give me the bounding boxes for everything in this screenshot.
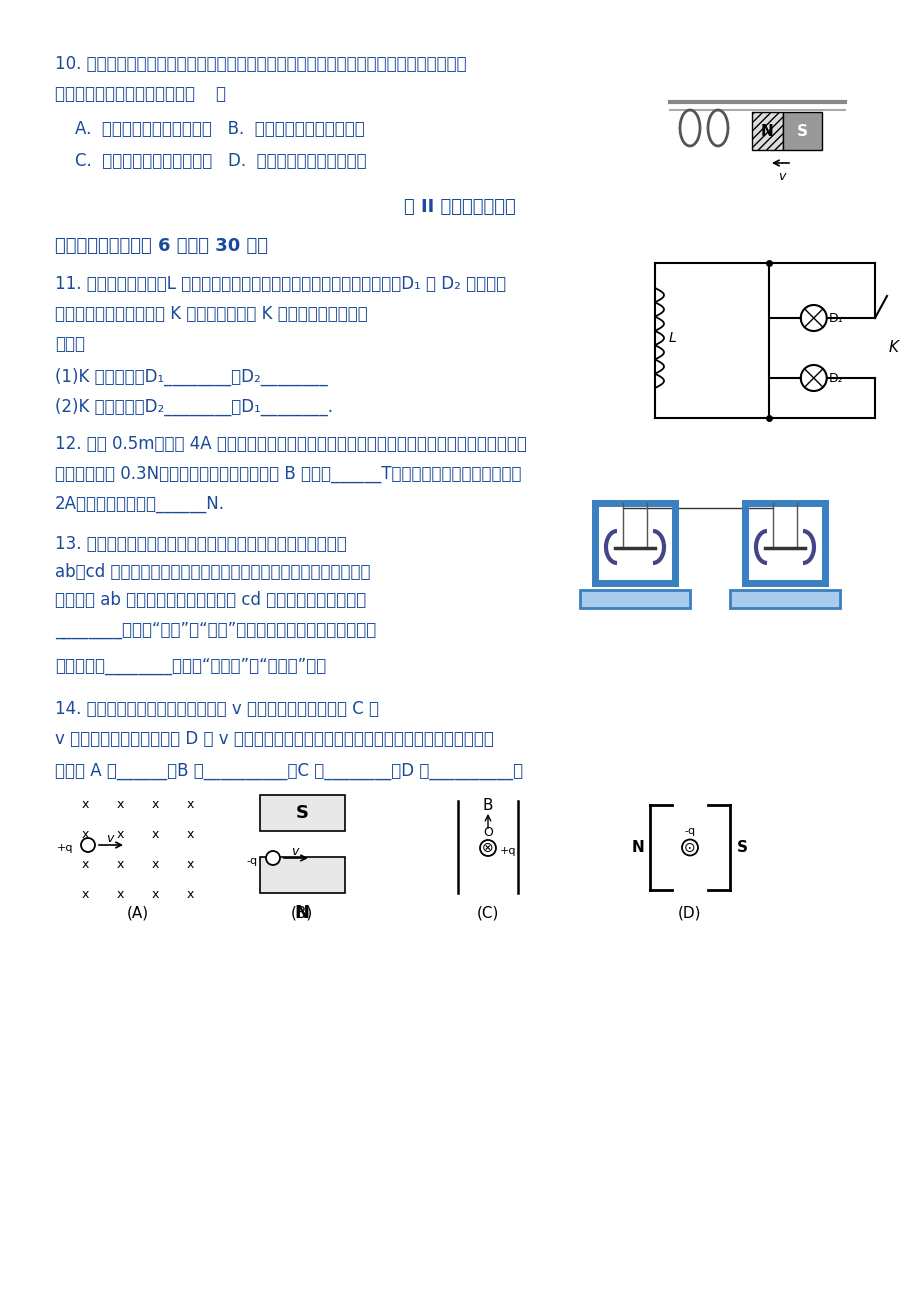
Text: B: B (482, 798, 493, 812)
Text: 11. 如图所示电路中，L 是自感系数足够大的线圈，它的电阔可忽略不计，D₁ 和 D₂ 是两个完: 11. 如图所示电路中，L 是自感系数足够大的线圈，它的电阔可忽略不计，D₁ 和… (55, 275, 505, 293)
Text: x: x (151, 888, 158, 901)
Text: S: S (736, 840, 746, 855)
Text: x: x (151, 858, 158, 871)
Text: x: x (81, 858, 88, 871)
Text: K: K (888, 341, 898, 355)
Text: 14. 如图所示，各带电粒子均以速度 v 射入匀强磁场，其中图 C 中: 14. 如图所示，各带电粒子均以速度 v 射入匀强磁场，其中图 C 中 (55, 700, 379, 717)
Bar (751, 112, 782, 150)
Text: x: x (151, 828, 158, 841)
Text: 10. 如图所示，两个相同的轻质铝环套在一根水平光滑绵缘杆上，当一条形磁铁向左运动靠: 10. 如图所示，两个相同的轻质铝环套在一根水平光滑绵缘杆上，当一条形磁铁向左运… (55, 55, 466, 73)
Text: x: x (187, 828, 194, 841)
Bar (260, 796, 345, 831)
Text: x: x (81, 828, 88, 841)
Text: N: N (760, 124, 773, 138)
Text: x: x (187, 888, 194, 901)
Text: 象是：: 象是： (55, 335, 85, 353)
Text: v: v (107, 832, 114, 845)
Text: x: x (187, 858, 194, 871)
Text: x: x (81, 798, 88, 811)
Text: x: x (116, 798, 123, 811)
Text: 二、填空题（每小题 6 分。共 30 分）: 二、填空题（每小题 6 分。共 30 分） (55, 237, 267, 255)
Text: (B): (B) (290, 906, 312, 921)
Text: ⊗: ⊗ (482, 841, 494, 855)
Text: (A): (A) (127, 906, 149, 921)
Text: L: L (668, 331, 676, 345)
Text: v: v (777, 171, 785, 184)
Circle shape (81, 838, 95, 852)
Text: (1)K 闭合瞬间，D₁________，D₂________: (1)K 闭合瞬间，D₁________，D₂________ (55, 368, 327, 387)
Text: (D): (D) (677, 906, 701, 921)
Text: ⊙: ⊙ (684, 841, 695, 854)
Text: ab、cd 分别位于两个蹄形磁铁的中央，悬挂点用导线分别连通。现: ab、cd 分别位于两个蹄形磁铁的中央，悬挂点用导线分别连通。现 (55, 562, 370, 581)
Text: S: S (295, 805, 308, 822)
Text: +q: +q (56, 842, 73, 853)
Bar (729, 590, 839, 608)
Text: 所受磁场力为 0.3N，则匀强磁场的磁感应强度 B 大小为______T，若将通电导线中的电流减为: 所受磁场力为 0.3N，则匀强磁场的磁感应强度 B 大小为______T，若将通… (55, 465, 521, 483)
Text: D₂: D₂ (828, 371, 843, 384)
Text: -q: -q (246, 855, 257, 866)
Text: A.  同时向左运动，间距增大   B.  同时向左运动，间距不变: A. 同时向左运动，间距增大 B. 同时向左运动，间距不变 (75, 120, 364, 138)
Text: 用外力使 ab 棒向右快速摆动，则此时 cd 棒受到的安培力方向为: 用外力使 ab 棒向右快速摆动，则此时 cd 棒受到的安培力方向为 (55, 591, 366, 609)
Text: x: x (116, 888, 123, 901)
Text: D₁: D₁ (828, 311, 843, 324)
Text: 2A，导线受安培力为______N.: 2A，导线受安培力为______N. (55, 495, 225, 513)
Text: x: x (187, 798, 194, 811)
Text: O: O (482, 827, 493, 840)
Bar (782, 112, 821, 150)
Text: x: x (116, 858, 123, 871)
Text: (C): (C) (476, 906, 499, 921)
Text: 全相同的小灯泡。将电键 K 闭合，再将电键 K 断开，则观察到的现: 全相同的小灯泡。将电键 K 闭合，再将电键 K 断开，则观察到的现 (55, 305, 368, 323)
Text: 原理相当于________（选填“电动机”或“发电机”）。: 原理相当于________（选填“电动机”或“发电机”）。 (55, 658, 326, 674)
Text: N: N (294, 904, 309, 922)
Text: x: x (151, 798, 158, 811)
Text: ________（选填“向右”或“向左”），这个过程中右侧装置的工作: ________（选填“向右”或“向左”），这个过程中右侧装置的工作 (55, 621, 376, 639)
Text: v: v (291, 845, 299, 858)
Text: 12. 将长 0.5m，通过 4A 电流的通电导线放在匀强磁场中，当导线和磁场方向垂直时，通电导线: 12. 将长 0.5m，通过 4A 电流的通电导线放在匀强磁场中，当导线和磁场方… (55, 435, 527, 453)
Text: 的方向 A 图______，B 图__________，C 图________，D 图__________。: 的方向 A 图______，B 图__________，C 图________，… (55, 762, 523, 780)
Text: 13. 如图所示，左右两套装置完全相同，用导线悬挂的金属细棒: 13. 如图所示，左右两套装置完全相同，用导线悬挂的金属细棒 (55, 535, 346, 553)
Text: 第 II 卷（非选择题）: 第 II 卷（非选择题） (403, 198, 516, 216)
Text: 近两环时，两环的运动情况是（    ）: 近两环时，两环的运动情况是（ ） (55, 85, 226, 103)
Text: v 的方向垂直纸面向里，图 D 中 v 的方向垂直纸面向外，试分别指出各带电粒子所受洛伦兹力: v 的方向垂直纸面向里，图 D 中 v 的方向垂直纸面向外，试分别指出各带电粒子… (55, 730, 494, 749)
Text: (2)K 断开瞬间，D₂________，D₁________.: (2)K 断开瞬间，D₂________，D₁________. (55, 398, 333, 417)
Bar (260, 857, 345, 893)
Circle shape (266, 852, 279, 865)
Circle shape (681, 840, 698, 855)
Text: -q: -q (684, 827, 695, 836)
Circle shape (480, 840, 495, 855)
Text: x: x (116, 828, 123, 841)
Text: x: x (81, 888, 88, 901)
Text: N: N (631, 840, 643, 855)
Bar (579, 590, 689, 608)
Text: S: S (796, 124, 807, 138)
Text: +q: +q (499, 846, 516, 855)
Text: C.  同时向左运动，间距变小   D.  同时向右运动，间距增大: C. 同时向左运动，间距变小 D. 同时向右运动，间距增大 (75, 152, 367, 171)
